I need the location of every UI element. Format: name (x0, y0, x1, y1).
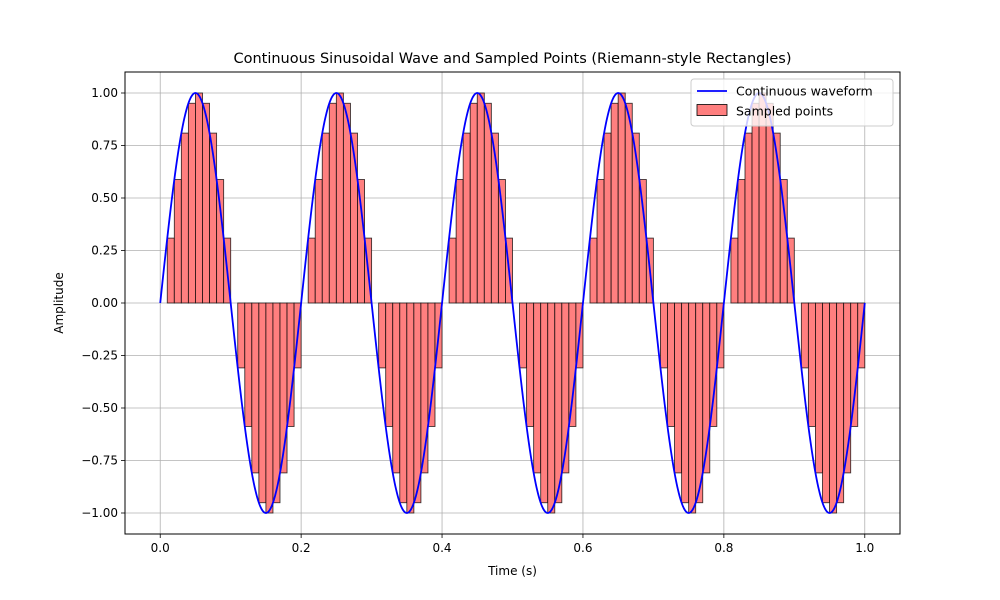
x-tick-label: 0.0 (151, 541, 170, 555)
sampled-bar (328, 102, 337, 304)
sampled-bar (638, 179, 647, 304)
sampled-bar (674, 302, 683, 474)
sampled-bar (314, 179, 323, 304)
sampled-bar (392, 302, 401, 474)
sampled-bar (265, 302, 274, 514)
sampled-bar (335, 92, 344, 304)
sampled-bar (413, 302, 422, 504)
sampled-bar (385, 302, 394, 427)
sampled-bar (244, 302, 253, 427)
sampled-bar (737, 179, 746, 304)
y-tick-label: 0.00 (91, 296, 118, 310)
sampled-bar (272, 302, 281, 504)
sampled-bar (519, 302, 528, 369)
x-tick-label: 0.8 (714, 541, 733, 555)
sampled-bar (462, 132, 471, 304)
sampled-bar (807, 302, 816, 427)
legend-label-waveform: Continuous waveform (736, 84, 873, 99)
sampled-bar (603, 132, 612, 304)
sampled-bar (497, 179, 506, 304)
x-tick-label: 0.2 (292, 541, 311, 555)
chart-title: Continuous Sinusoidal Wave and Sampled P… (233, 51, 791, 67)
y-tick-label: 0.75 (91, 139, 118, 153)
sampled-bar (540, 302, 549, 504)
legend-bar-swatch (696, 104, 728, 116)
sampled-bar (554, 302, 563, 504)
sampled-bar (779, 179, 788, 304)
legend-box (690, 78, 894, 127)
sampled-bar (624, 102, 633, 304)
sampled-bar (455, 179, 464, 304)
sampled-bar (730, 237, 739, 304)
y-tick-label: 0.25 (91, 244, 118, 258)
sampled-bar (173, 179, 182, 304)
sampled-bar (610, 102, 619, 304)
y-axis-label: Amplitude (52, 272, 66, 334)
sampled-bar (617, 92, 626, 304)
sampled-bar (836, 302, 845, 504)
sampled-bar (251, 302, 260, 474)
sampled-bar (695, 302, 704, 504)
sampled-bar (850, 302, 859, 427)
sampled-bar (286, 302, 295, 427)
sampled-bar (166, 237, 175, 304)
x-axis-label: Time (s) (487, 564, 537, 578)
sampled-bar (476, 92, 485, 304)
sampled-bar (533, 302, 542, 474)
y-tick-label: −0.50 (81, 401, 118, 415)
sampled-bar (596, 179, 605, 304)
sampled-bar (195, 92, 203, 304)
sampled-bar (667, 302, 675, 427)
legend: Continuous waveform Sampled points (690, 78, 894, 127)
sampled-bar (765, 102, 774, 304)
sampled-bar (357, 179, 365, 304)
sampled-bar (800, 302, 809, 369)
y-tick-label: −1.00 (81, 506, 118, 520)
sampled-bar (744, 132, 753, 304)
y-tick-label: −0.75 (81, 454, 118, 468)
sampled-bar (815, 302, 823, 474)
sampled-bar (258, 302, 267, 504)
sampled-bar (660, 302, 668, 369)
sampled-bar (589, 237, 598, 304)
y-tick-label: 1.00 (91, 86, 118, 100)
sampled-bar (709, 302, 718, 427)
sampled-bar (406, 302, 415, 514)
x-tick-label: 1.0 (855, 541, 874, 555)
sampled-bar (216, 179, 225, 304)
axis-ticks: 0.0 0.2 0.4 0.6 0.8 1.0 −1.00 −0.75 −0.50 −0.25 0.… (81, 86, 874, 555)
sampled-bar (822, 302, 830, 504)
sampled-bar (547, 302, 556, 514)
sampled-bar (202, 102, 210, 304)
sampled-bar (829, 302, 838, 514)
legend-label-sampled: Sampled points (736, 104, 833, 119)
sampled-bar (469, 102, 478, 304)
sampled-bar (688, 302, 697, 514)
sampled-bar (681, 302, 690, 504)
sampled-bar (180, 132, 189, 304)
sampled-bar (378, 302, 387, 369)
y-tick-label: −0.25 (81, 349, 118, 363)
sampled-bar (526, 302, 535, 427)
sampled-bar (321, 132, 330, 304)
sampled-bar (427, 302, 436, 427)
sampled-bar (568, 302, 577, 427)
sampled-bar (237, 302, 246, 369)
sampled-bar (307, 237, 316, 304)
y-tick-label: 0.50 (91, 191, 118, 205)
sampled-bar (483, 102, 492, 304)
sampled-bar (342, 102, 351, 304)
sampled-bar (187, 102, 196, 304)
x-tick-label: 0.6 (573, 541, 592, 555)
sampled-bar (751, 102, 760, 304)
x-tick-label: 0.4 (432, 541, 451, 555)
sampled-bar (448, 237, 457, 304)
sampled-bars (166, 92, 866, 514)
sampled-bar (399, 302, 408, 504)
